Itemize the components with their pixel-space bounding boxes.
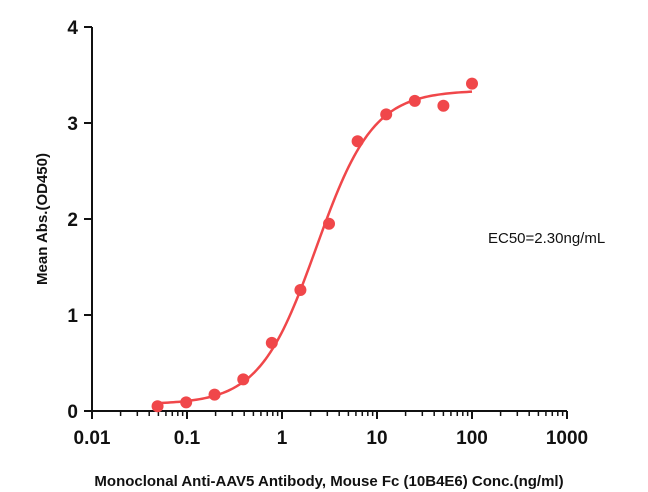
data-point	[408, 94, 421, 107]
data-point	[437, 99, 450, 112]
y-axis-ticks: 0 1 2 3 4	[67, 18, 92, 423]
data-point	[180, 396, 193, 409]
y-tick-label: 4	[67, 18, 78, 39]
data-point	[323, 217, 336, 230]
y-tick-label: 3	[67, 114, 78, 135]
data-point	[265, 336, 278, 349]
x-tick-label: 1	[277, 428, 288, 449]
data-point	[294, 284, 307, 297]
x-tick-label: 100	[456, 428, 488, 449]
x-tick-label: 1000	[546, 428, 588, 449]
data-point	[208, 388, 221, 401]
x-tick-label: 10	[366, 428, 387, 449]
y-tick-label: 1	[67, 306, 78, 327]
ec50-annotation: EC50=2.30ng/mL	[488, 230, 605, 247]
data-point	[351, 135, 364, 148]
x-tick-label: 0.1	[174, 428, 201, 449]
data-point	[466, 77, 478, 90]
x-axis-ticks: 0.01 0.1 1 10 100 1000	[74, 411, 588, 449]
data-point	[237, 373, 250, 386]
y-tick-label: 2	[67, 210, 78, 231]
y-tick-label: 0	[67, 402, 78, 423]
fit-curve	[157, 90, 473, 405]
data-points	[151, 77, 478, 413]
data-point	[380, 108, 393, 121]
x-tick-label: 0.01	[74, 428, 111, 449]
x-axis-title: Monoclonal Anti-AAV5 Antibody, Mouse Fc …	[94, 473, 563, 490]
data-point	[151, 400, 164, 413]
y-axis-title: Mean Abs.(OD450)	[34, 153, 51, 285]
